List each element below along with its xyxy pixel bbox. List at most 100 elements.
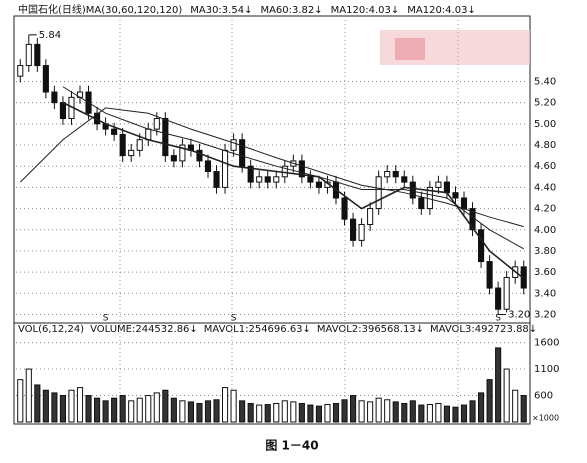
candle-body [145,128,152,141]
volume-bar [76,387,84,423]
y-tick-label: 4.80 [534,140,556,151]
volume-bar [332,402,340,423]
volume-bar [59,395,66,423]
volume-tick-label: 1600 [534,338,559,349]
volume-bar [111,397,118,423]
volume-bar [179,400,186,423]
volume-bar [119,395,126,423]
volume-bar [495,347,502,423]
volume-bar [375,397,382,423]
volume-header-text: MAVOL2:396568.13↓ [317,324,424,335]
candle-body [298,160,305,178]
volume-bar [213,399,220,423]
volume-tick-label: 1100 [534,364,559,375]
volume-bar [426,404,433,423]
candle-body [170,155,177,162]
volume-bar [290,401,297,423]
volume-bar [42,389,49,423]
candle-body [503,276,510,310]
header-text: MA120:4.03↓ [407,5,476,16]
header-text: MA30:3.54↓ [190,5,252,16]
volume-bar [478,392,485,423]
candle-body [418,197,425,210]
volume-bar [435,402,442,423]
candle-body [256,176,263,183]
candle-body [59,102,66,120]
volume-bar [145,395,152,423]
volume-bar [17,379,24,423]
candle-body [119,133,126,157]
signal-marker: S [231,314,237,324]
volume-bar [520,395,527,423]
volume-bar [256,404,263,423]
y-tick-label: 4.20 [534,204,556,215]
volume-bar [94,397,101,423]
candle-body [392,171,399,178]
volume-bar [392,401,399,423]
volume-header-text: VOLUME:244532.86↓ [90,324,198,335]
y-tick-label: 3.40 [534,288,556,299]
volume-bar [247,402,254,423]
volume-bar [358,400,365,423]
candle-body [230,139,237,151]
y-tick-label: 4.00 [534,225,556,236]
candle-body [51,91,58,104]
candle-body [401,176,408,183]
volume-bar [401,402,408,423]
candle-body [213,171,220,188]
volume-bar [51,392,58,423]
volume-bar [486,379,493,423]
candle-body [162,118,169,157]
candle-body [358,223,365,241]
volume-bar [512,389,519,423]
volume-bar [153,392,160,423]
y-tick-label: 5.40 [534,76,556,87]
candle-body [350,218,357,241]
volume-bar [418,404,425,423]
volume-bar [25,368,32,423]
caption: 图 1－40 [265,439,318,453]
y-tick-label: 3.60 [534,267,556,278]
candle-body [247,165,254,183]
signal-marker: S [103,314,109,324]
candle-body [452,192,459,199]
volume-bar [469,400,476,423]
candle-body [341,197,348,220]
volume-bar [341,399,348,423]
candle-body [34,43,41,67]
candle-body [460,197,468,210]
candle-body [42,65,49,93]
candle-body [273,176,280,183]
volume-bar [162,389,169,423]
volume-bar [196,402,203,423]
volume-bar [230,389,237,423]
frame [13,15,531,425]
candle-body [196,149,203,162]
volume-bar [170,397,177,423]
ma-line [62,101,525,280]
y-tick-label: 3.80 [534,246,556,257]
candle-body [315,181,322,188]
candle-body [17,65,24,77]
volume-bar [315,405,322,423]
candle-body [495,287,502,310]
candle-body [25,43,32,67]
candle-body [443,181,450,194]
volume-bar [187,401,194,423]
candle-body [478,229,485,263]
volume-bar [264,404,271,423]
signal-marker: S [495,314,501,324]
volume-unit: ×1000 [532,414,559,423]
volume-bar [68,389,75,423]
volume-bar [273,402,280,423]
volume-header-text: MAVOL3:492723.88↓ [430,324,537,335]
volume-header-text: VOL(6,12,24) [18,324,84,335]
volume-bar [503,368,510,423]
watermark [395,38,425,60]
ma-line [19,107,524,228]
candle-body [409,181,416,199]
volume-bar [409,400,416,423]
volume-bar [298,402,305,423]
volume-bar [460,404,468,423]
volume-bar [222,387,229,423]
